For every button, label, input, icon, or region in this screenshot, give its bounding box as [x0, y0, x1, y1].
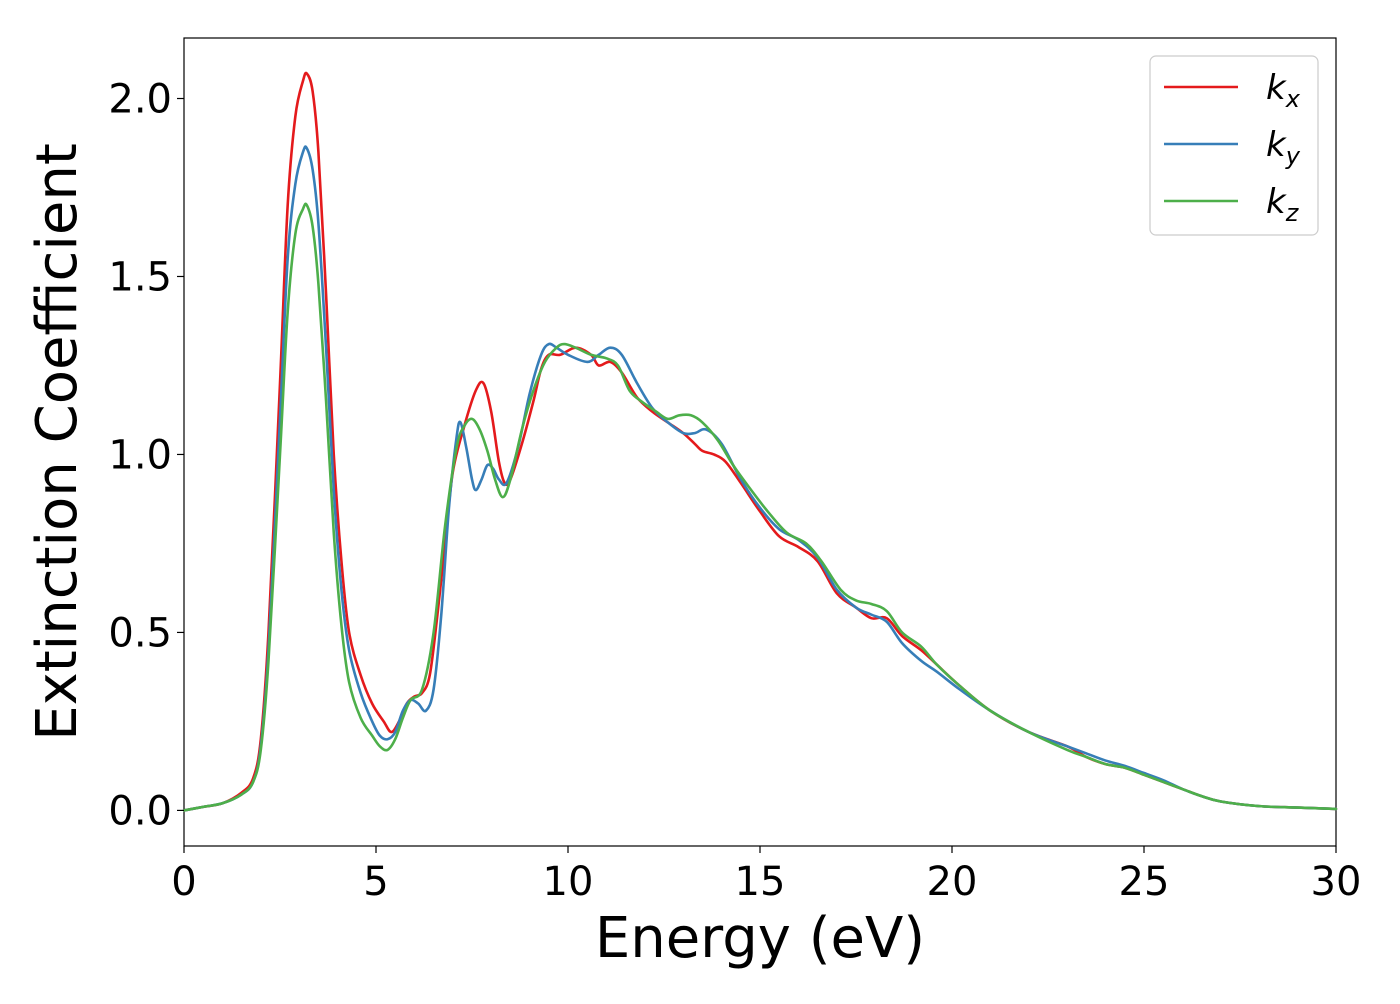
x-axis-label: Energy (eV): [595, 906, 925, 971]
legend-box: [1149, 55, 1319, 236]
series-line-z: [182, 202, 1338, 812]
y-tick-label: 0.0: [108, 788, 172, 834]
legend-label-subscript: x: [1285, 85, 1301, 113]
x-tick-label: 10: [543, 859, 594, 905]
y-tick-label: 1.5: [108, 254, 172, 300]
y-tick-label: 0.5: [108, 610, 172, 656]
y-axis-ticks: 0.0 0.5 1.0 1.5 2.0: [108, 77, 184, 834]
legend-label-base: k: [1266, 68, 1287, 108]
x-tick-label: 30: [1311, 859, 1362, 905]
y-tick-label: 2.0: [108, 77, 172, 123]
x-tick-label: 25: [1119, 859, 1170, 905]
x-tick-label: 15: [735, 859, 786, 905]
legend-label-base: k: [1266, 182, 1287, 222]
series-layer: [182, 71, 1338, 812]
x-axis-ticks: 0 5 10 15 20 25 30: [171, 846, 1361, 905]
legend-label-x: kx: [1266, 68, 1301, 113]
legend-label-subscript: z: [1285, 199, 1300, 227]
x-tick-label: 5: [363, 859, 388, 905]
legend-label-z: kz: [1266, 182, 1300, 227]
y-axis-label: Extinction Coefficient: [25, 143, 90, 741]
x-tick-label: 20: [927, 859, 978, 905]
legend-label-subscript: y: [1285, 142, 1301, 170]
legend-label-base: k: [1266, 125, 1287, 165]
y-tick-label: 1.0: [108, 432, 172, 478]
legend-label-y: ky: [1266, 125, 1301, 170]
x-tick-label: 0: [171, 859, 196, 905]
